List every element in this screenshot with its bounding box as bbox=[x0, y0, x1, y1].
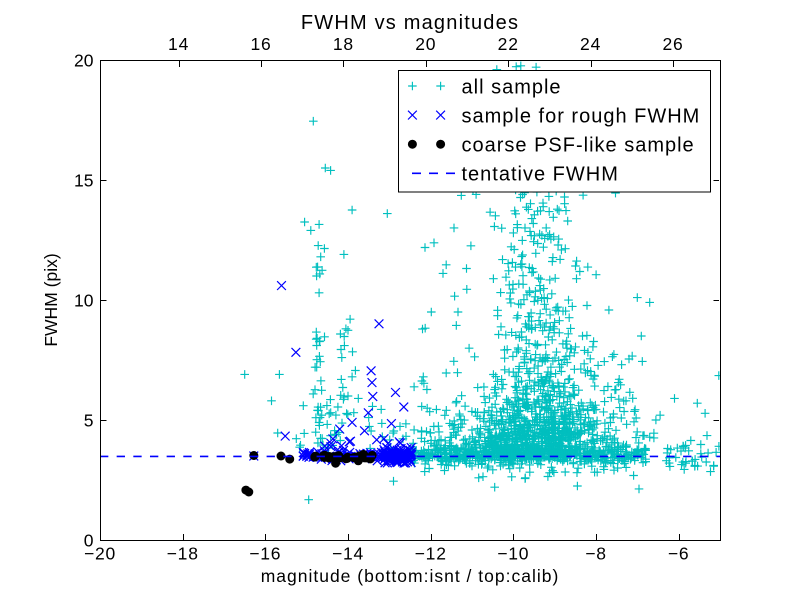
svg-text:24: 24 bbox=[580, 34, 601, 54]
svg-text:−12: −12 bbox=[415, 544, 447, 564]
svg-text:−8: −8 bbox=[585, 544, 607, 564]
svg-text:14: 14 bbox=[168, 34, 189, 54]
svg-text:−18: −18 bbox=[167, 544, 199, 564]
svg-text:FWHM (pix): FWHM (pix) bbox=[41, 253, 61, 346]
svg-text:−20: −20 bbox=[84, 544, 116, 564]
svg-text:0: 0 bbox=[84, 530, 94, 550]
svg-text:coarse PSF-like sample: coarse PSF-like sample bbox=[462, 135, 695, 157]
svg-text:20: 20 bbox=[415, 34, 436, 54]
svg-text:all sample: all sample bbox=[462, 76, 562, 98]
svg-text:22: 22 bbox=[498, 34, 519, 54]
svg-text:magnitude (bottom:isnt / top:c: magnitude (bottom:isnt / top:calib) bbox=[261, 566, 560, 586]
svg-text:−16: −16 bbox=[249, 544, 281, 564]
svg-text:5: 5 bbox=[84, 410, 94, 430]
svg-text:−6: −6 bbox=[668, 544, 690, 564]
svg-text:−14: −14 bbox=[332, 544, 364, 564]
svg-text:tentative FWHM: tentative FWHM bbox=[462, 164, 619, 186]
svg-text:20: 20 bbox=[74, 50, 94, 70]
svg-text:15: 15 bbox=[74, 170, 93, 190]
svg-text:26: 26 bbox=[662, 34, 683, 54]
svg-text:10: 10 bbox=[74, 290, 94, 310]
svg-text:sample for rough FWHM: sample for rough FWHM bbox=[462, 105, 701, 127]
svg-text:−10: −10 bbox=[497, 544, 529, 564]
svg-text:16: 16 bbox=[250, 34, 271, 54]
svg-text:FWHM vs magnitudes: FWHM vs magnitudes bbox=[301, 12, 519, 34]
svg-text:18: 18 bbox=[333, 34, 354, 54]
